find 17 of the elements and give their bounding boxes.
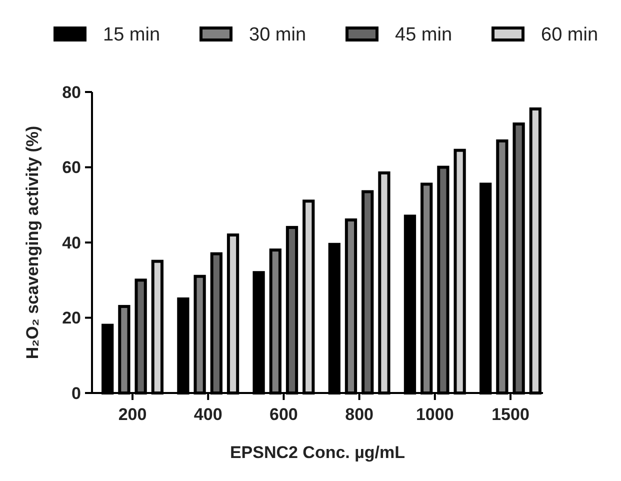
legend-label: 45 min bbox=[395, 24, 452, 46]
x-axis-title: EPSNC2 Conc. µg/mL bbox=[230, 443, 406, 462]
y-tick-label: 20 bbox=[62, 308, 81, 328]
y-tick-label: 40 bbox=[62, 233, 81, 252]
x-tick-label: 400 bbox=[194, 405, 222, 424]
y-tick-label: 0 bbox=[72, 384, 81, 403]
y-axis-title: H₂O₂ scavenging activity (%) bbox=[23, 126, 42, 360]
legend-label: 30 min bbox=[249, 24, 306, 46]
x-tick-label: 1500 bbox=[492, 405, 530, 424]
legend-label: 15 min bbox=[103, 24, 160, 46]
x-tick-label: 1000 bbox=[416, 405, 454, 424]
x-tick-label: 200 bbox=[118, 405, 147, 424]
y-tick-label: 60 bbox=[62, 158, 81, 178]
x-tick-label: 800 bbox=[345, 405, 374, 424]
x-tick-label: 600 bbox=[270, 405, 298, 424]
legend-label: 60 min bbox=[541, 24, 598, 46]
y-tick-label: 80 bbox=[62, 82, 81, 102]
